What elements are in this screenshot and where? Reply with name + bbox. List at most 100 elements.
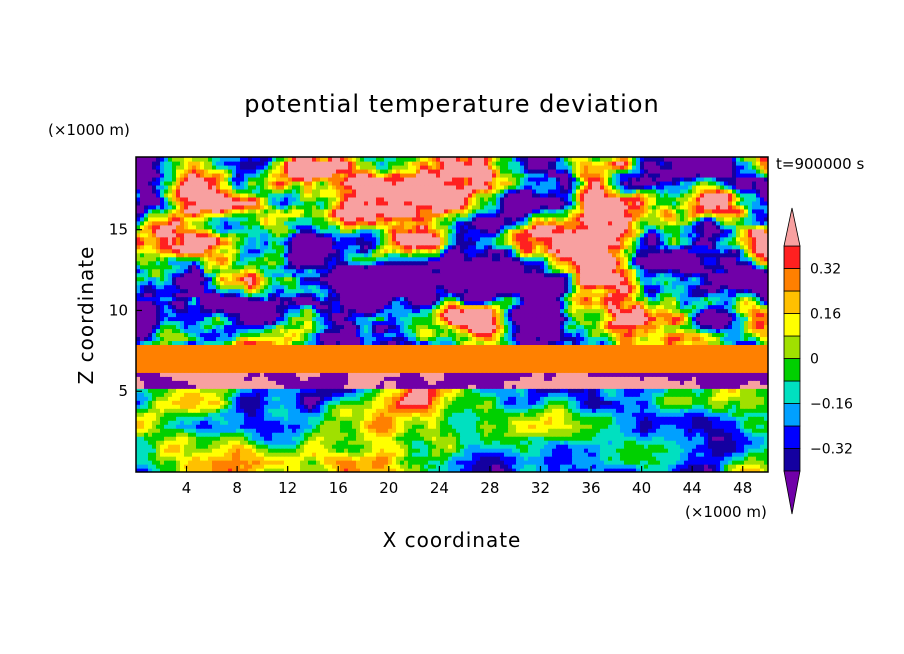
heatmap-cell [136,348,141,353]
heatmap-cell [656,352,661,357]
heatmap-cell [744,408,749,413]
heatmap-cell [548,368,553,373]
heatmap-cell [372,356,377,361]
heatmap-cell [424,396,429,401]
heatmap-cell [296,396,301,401]
heatmap-cell [460,420,465,425]
heatmap-cell [224,460,229,465]
heatmap-cell [164,348,169,353]
heatmap-cell [664,416,669,421]
heatmap-cell [184,356,189,361]
heatmap-cell [704,452,709,457]
heatmap-cell [492,416,497,421]
heatmap-cell [416,436,421,441]
heatmap-cell [676,352,681,357]
heatmap-cell [240,448,245,453]
heatmap-cell [136,352,141,357]
heatmap-cell [444,424,449,429]
heatmap-cell [176,356,181,361]
heatmap-cell [456,412,461,417]
heatmap-cell [684,464,689,469]
heatmap-cell [136,360,141,365]
heatmap-cell [612,368,617,373]
heatmap-cell [564,432,569,437]
heatmap-cell [640,396,645,401]
heatmap-cell [164,416,169,421]
heatmap-cell [260,416,265,421]
heatmap-cell [420,388,425,393]
heatmap-cell [288,468,293,472]
heatmap-cell [604,404,609,409]
heatmap-cell [148,384,153,389]
heatmap-cell [392,436,397,441]
heatmap-cell [476,404,481,409]
heatmap-cell [620,396,625,401]
heatmap-cell [444,456,449,461]
heatmap-cell [344,352,349,357]
heatmap-cell [468,388,473,393]
heatmap-cell [396,348,401,353]
heatmap-cell [660,428,665,433]
heatmap-cell [756,444,761,449]
heatmap-cell [148,460,153,465]
heatmap-cell [468,432,473,437]
heatmap-cell [416,348,421,353]
heatmap-cell [344,396,349,401]
heatmap-cell [516,360,521,365]
heatmap-cell [152,368,157,373]
heatmap-cell [536,392,541,397]
heatmap-cell [572,384,577,389]
heatmap-cell [428,344,433,349]
heatmap-cell [196,468,201,472]
heatmap-cell [200,444,205,449]
heatmap-cell [736,452,741,457]
heatmap-cell [596,408,601,413]
heatmap-cell [764,396,768,401]
heatmap-cell [400,464,405,469]
heatmap-cell [268,372,273,377]
heatmap-cell [140,456,145,461]
heatmap-cell [428,368,433,373]
heatmap-cell [556,388,561,393]
heatmap-cell [572,356,577,361]
heatmap-cell [600,364,605,369]
heatmap-cell [212,360,217,365]
heatmap-cell [464,420,469,425]
heatmap-cell [224,372,229,377]
heatmap-cell [308,372,313,377]
heatmap-cell [624,376,629,381]
heatmap-cell [644,400,649,405]
heatmap-cell [648,384,653,389]
heatmap-cell [548,468,553,472]
heatmap-cell [392,444,397,449]
heatmap-cell [208,460,213,465]
heatmap-cell [556,456,561,461]
heatmap-cell [640,436,645,441]
heatmap-cell [576,424,581,429]
heatmap-cell [456,432,461,437]
heatmap-cell [140,344,145,349]
heatmap-cell [664,456,669,461]
heatmap-cell [728,388,733,393]
heatmap-cell [472,356,477,361]
heatmap-cell [468,420,473,425]
heatmap-cell [428,432,433,437]
heatmap-cell [168,448,173,453]
heatmap-cell [300,372,305,377]
heatmap-cell [676,464,681,469]
heatmap-cell [208,452,213,457]
heatmap-cell [252,428,257,433]
heatmap-cell [644,372,649,377]
heatmap-cell [668,368,673,373]
heatmap-cell [368,448,373,453]
heatmap-cell [200,452,205,457]
heatmap-cell [736,348,741,353]
heatmap-cell [244,448,249,453]
heatmap-cell [200,464,205,469]
heatmap-cell [328,420,333,425]
heatmap-cell [308,388,313,393]
heatmap-cell [576,404,581,409]
heatmap-cell [212,452,217,457]
heatmap-cell [400,364,405,369]
heatmap-cell [740,432,745,437]
